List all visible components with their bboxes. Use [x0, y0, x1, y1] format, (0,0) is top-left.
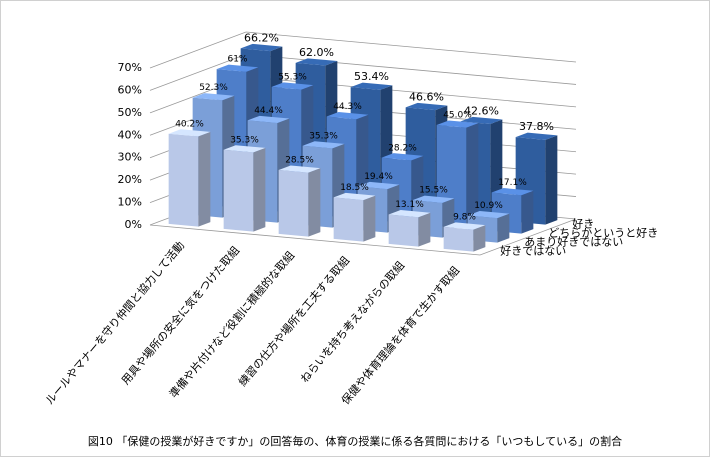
y-tick-label: 60%: [118, 83, 142, 96]
bar-top: [491, 188, 534, 196]
bar-top: [388, 210, 431, 218]
bar: [223, 145, 266, 232]
data-label: 19.4%: [364, 172, 393, 182]
y-tick-label: 40%: [118, 128, 142, 141]
data-label: 35.3%: [230, 135, 259, 145]
bar: [278, 165, 321, 237]
data-label: 15.5%: [419, 186, 448, 196]
data-label: 13.1%: [395, 200, 424, 210]
data-label: 40.2%: [175, 119, 204, 129]
y-tick-label: 20%: [118, 173, 142, 186]
bar-top: [350, 82, 393, 90]
bar-top: [216, 64, 259, 72]
bar-front: [223, 149, 254, 232]
bar-side: [253, 147, 266, 232]
data-label: 44.4%: [254, 106, 283, 116]
data-label: 42.6%: [464, 104, 499, 117]
bar-top: [302, 141, 345, 149]
bar-top: [278, 165, 321, 173]
bar-front: [278, 169, 309, 237]
bar-top: [436, 120, 479, 128]
data-label: 62.0%: [299, 46, 334, 59]
series-label: あまり好きではない: [524, 234, 623, 248]
bar-top: [381, 153, 424, 161]
y-tick-label: 50%: [118, 106, 142, 119]
y-tick-label: 0%: [125, 218, 142, 231]
data-label: 61%: [227, 55, 247, 65]
bar-side: [198, 131, 211, 227]
bar-front: [333, 197, 364, 242]
bar-side: [363, 195, 376, 242]
y-tick-label: 70%: [118, 61, 142, 74]
bar-top: [412, 195, 455, 203]
bar-top: [326, 112, 369, 120]
bar-top: [223, 145, 266, 153]
bar: [168, 129, 211, 227]
bar-front: [388, 214, 419, 247]
bar-top: [168, 129, 211, 137]
data-label: 37.8%: [519, 120, 554, 133]
grid-line: [149, 31, 577, 69]
bar-top: [443, 222, 486, 230]
bar-top: [295, 58, 338, 66]
bar-top: [467, 210, 510, 219]
bar-top: [515, 132, 558, 140]
data-label: 53.4%: [354, 70, 389, 83]
series-label: どちらかというと好き: [548, 225, 658, 239]
bar-side: [473, 225, 486, 252]
bar-side: [545, 135, 558, 225]
bar-side: [308, 168, 321, 237]
data-label: 52.3%: [199, 83, 228, 93]
y-tick-label: 30%: [118, 151, 142, 164]
data-label: 17.1%: [498, 178, 527, 188]
bar-top: [271, 82, 314, 90]
bar-top: [240, 43, 283, 52]
bar-top: [405, 102, 448, 111]
bar-top: [192, 93, 235, 101]
bar-top: [247, 115, 290, 124]
bar-front: [168, 133, 199, 227]
bar-side: [418, 212, 431, 247]
data-label: 9.8%: [453, 213, 476, 223]
bar: [388, 210, 431, 247]
data-label: 66.2%: [244, 32, 279, 45]
bar-side: [466, 123, 479, 229]
bar-top: [357, 181, 400, 190]
data-label: 35.3%: [309, 131, 338, 141]
data-label: 28.5%: [285, 156, 314, 166]
data-label: 44.3%: [333, 102, 362, 112]
bar: [333, 192, 376, 242]
bar-top: [460, 116, 503, 125]
series-label: 好きではない: [500, 243, 566, 257]
series-label: 好き: [572, 216, 594, 230]
data-label: 46.6%: [409, 90, 444, 103]
data-label: 55.3%: [278, 72, 307, 82]
bar-side: [521, 190, 534, 234]
floor-edge: [149, 218, 577, 256]
bar-side: [497, 213, 510, 243]
chart-caption: 図10 「保健の授業が好きですか」の回答毎の、体育の授業に係る各質問における「い…: [88, 434, 622, 448]
data-label: 18.5%: [340, 183, 369, 193]
bar: [443, 222, 486, 252]
y-tick-label: 10%: [118, 196, 142, 209]
bar-front: [443, 226, 474, 252]
data-label: 45.0%: [443, 111, 472, 121]
data-label: 28.2%: [388, 143, 417, 153]
bar-top: [333, 192, 376, 201]
data-label: 10.9%: [474, 201, 503, 211]
